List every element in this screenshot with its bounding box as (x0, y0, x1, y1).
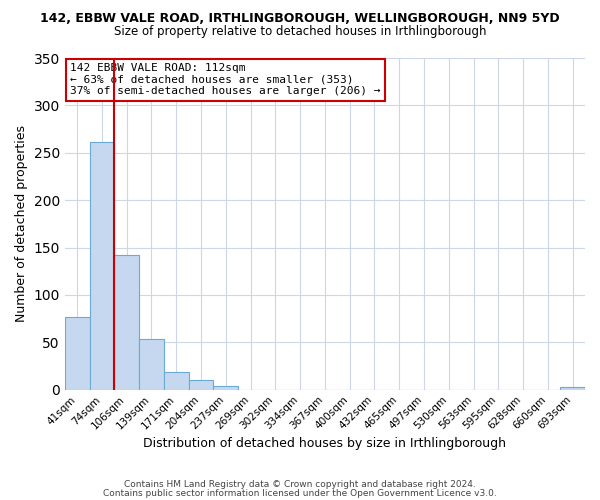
Bar (65, 316, 89, 390)
Text: 142, EBBW VALE ROAD, IRTHLINGBOROUGH, WELLINGBOROUGH, NN9 5YD: 142, EBBW VALE ROAD, IRTHLINGBOROUGH, WE… (40, 12, 560, 26)
Y-axis label: Number of detached properties: Number of detached properties (15, 126, 28, 322)
Text: Contains HM Land Registry data © Crown copyright and database right 2024.: Contains HM Land Registry data © Crown c… (124, 480, 476, 489)
Bar (214, 386, 238, 390)
Bar (139, 338, 164, 390)
Text: 142 EBBW VALE ROAD: 112sqm
← 63% of detached houses are smaller (353)
37% of sem: 142 EBBW VALE ROAD: 112sqm ← 63% of deta… (70, 63, 380, 96)
Bar (115, 255, 139, 390)
Bar (164, 372, 188, 390)
Bar (560, 387, 585, 390)
Text: Size of property relative to detached houses in Irthlingborough: Size of property relative to detached ho… (114, 25, 486, 38)
Bar (188, 380, 214, 390)
Text: Contains public sector information licensed under the Open Government Licence v3: Contains public sector information licen… (103, 488, 497, 498)
X-axis label: Distribution of detached houses by size in Irthlingborough: Distribution of detached houses by size … (143, 437, 506, 450)
Bar (89, 142, 115, 390)
